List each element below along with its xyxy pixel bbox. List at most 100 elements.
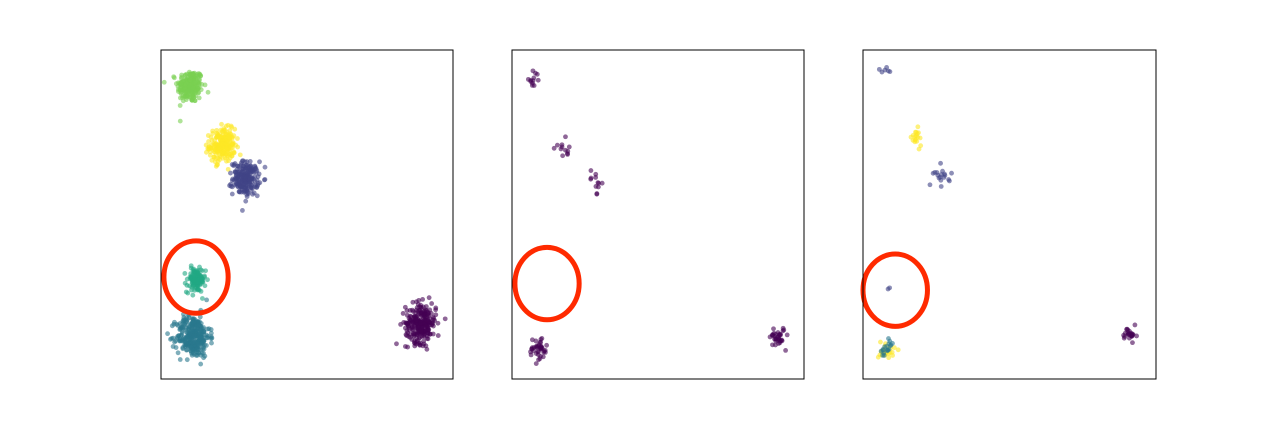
scatter-point bbox=[915, 124, 921, 130]
scatter-point bbox=[185, 88, 191, 94]
scatter-point bbox=[886, 347, 892, 352]
scatter-point bbox=[410, 299, 416, 305]
scatter-point bbox=[191, 316, 197, 322]
scatter-point bbox=[423, 307, 429, 313]
scatter-point bbox=[544, 342, 550, 348]
scatter-point bbox=[885, 286, 891, 292]
scatter-point bbox=[196, 95, 202, 101]
scatter-point bbox=[189, 352, 195, 358]
scatter-point bbox=[588, 176, 594, 182]
scatter-point bbox=[181, 317, 186, 323]
scatter-point bbox=[241, 181, 247, 187]
scatter-point bbox=[435, 333, 441, 338]
scatter-point bbox=[777, 332, 782, 337]
scatter-point bbox=[771, 326, 776, 332]
axes-frame bbox=[160, 49, 454, 380]
scatter-point bbox=[171, 75, 177, 81]
highlight-circle bbox=[512, 244, 582, 323]
scatter-point bbox=[202, 283, 208, 289]
scatter-point bbox=[780, 325, 786, 331]
scatter-point bbox=[414, 331, 420, 336]
scatter-point bbox=[418, 320, 424, 326]
scatter-point bbox=[196, 322, 202, 328]
scatter-point bbox=[435, 320, 441, 326]
scatter-point bbox=[211, 154, 217, 160]
scatter-point bbox=[412, 343, 418, 349]
scatter-point bbox=[178, 95, 183, 101]
scatter-point bbox=[192, 277, 197, 283]
scatter-point bbox=[244, 194, 250, 200]
scatter-point bbox=[198, 341, 204, 347]
scatter-point bbox=[394, 341, 399, 347]
scatter-point bbox=[248, 182, 254, 188]
scatter-point bbox=[407, 308, 413, 313]
scatter-point bbox=[198, 87, 204, 93]
scatter-point bbox=[179, 72, 185, 78]
scatter-point bbox=[226, 132, 232, 138]
axes-frame bbox=[511, 49, 805, 380]
scatter-point bbox=[204, 326, 210, 332]
scatter-point bbox=[227, 155, 233, 161]
scatter-panel-2 bbox=[511, 49, 805, 380]
scatter-point bbox=[410, 331, 416, 337]
scatter-point bbox=[257, 180, 263, 186]
scatter-point bbox=[243, 198, 249, 204]
scatter-point bbox=[206, 144, 212, 150]
scatter-point bbox=[251, 169, 257, 175]
scatter-point bbox=[237, 152, 243, 158]
scatter-point bbox=[225, 166, 231, 172]
scatter-point bbox=[406, 320, 412, 326]
scatter-point bbox=[240, 163, 246, 169]
scatter-point bbox=[566, 144, 572, 150]
scatter-point bbox=[208, 327, 214, 332]
scatter-point bbox=[1129, 333, 1135, 339]
scatter-point bbox=[178, 80, 184, 86]
scatter-point bbox=[927, 182, 933, 188]
scatter-point bbox=[235, 181, 241, 187]
scatter-point bbox=[192, 90, 198, 96]
scatter-point bbox=[174, 321, 180, 327]
scatter-point bbox=[565, 152, 570, 157]
scatter-point bbox=[177, 357, 183, 362]
scatter-point bbox=[771, 330, 777, 336]
scatter-point bbox=[938, 184, 944, 189]
scatter-point bbox=[235, 136, 240, 141]
scatter-point bbox=[949, 170, 954, 176]
scatter-point bbox=[887, 338, 893, 344]
scatter-panel-3 bbox=[860, 49, 1157, 380]
scatter-point bbox=[908, 134, 914, 140]
scatter-point bbox=[531, 345, 537, 350]
scatter-point bbox=[189, 284, 195, 290]
scatter-point bbox=[227, 183, 232, 188]
scatter-point bbox=[418, 311, 423, 316]
scatter-point bbox=[228, 170, 233, 176]
scatter-point bbox=[183, 340, 189, 346]
scatter-point bbox=[196, 76, 202, 82]
scatter-point bbox=[212, 141, 218, 147]
scatter-point bbox=[181, 322, 187, 328]
scatter-point bbox=[199, 350, 205, 356]
scatter-point bbox=[182, 271, 188, 276]
scatter-point bbox=[236, 176, 241, 182]
scatter-point bbox=[404, 328, 410, 334]
scatter-point bbox=[533, 338, 539, 344]
scatter-point bbox=[188, 95, 194, 100]
scatter-point bbox=[773, 342, 778, 348]
scatter-point bbox=[194, 349, 200, 355]
scatter-point bbox=[183, 72, 188, 78]
scatter-point bbox=[219, 121, 224, 127]
scatter-point bbox=[420, 297, 426, 302]
scatter-point bbox=[244, 162, 250, 168]
scatter-point bbox=[402, 304, 408, 310]
scatter-point bbox=[176, 333, 182, 339]
scatter-point bbox=[207, 152, 213, 158]
scatter-point bbox=[535, 77, 541, 83]
scatter-point bbox=[415, 324, 421, 330]
scatter-point bbox=[421, 338, 427, 344]
scatter-point bbox=[179, 330, 185, 336]
scatter-point bbox=[593, 184, 599, 189]
scatter-point bbox=[170, 335, 176, 341]
scatter-point bbox=[180, 346, 186, 352]
scatter-point bbox=[525, 76, 531, 82]
scatter-point bbox=[170, 344, 176, 349]
